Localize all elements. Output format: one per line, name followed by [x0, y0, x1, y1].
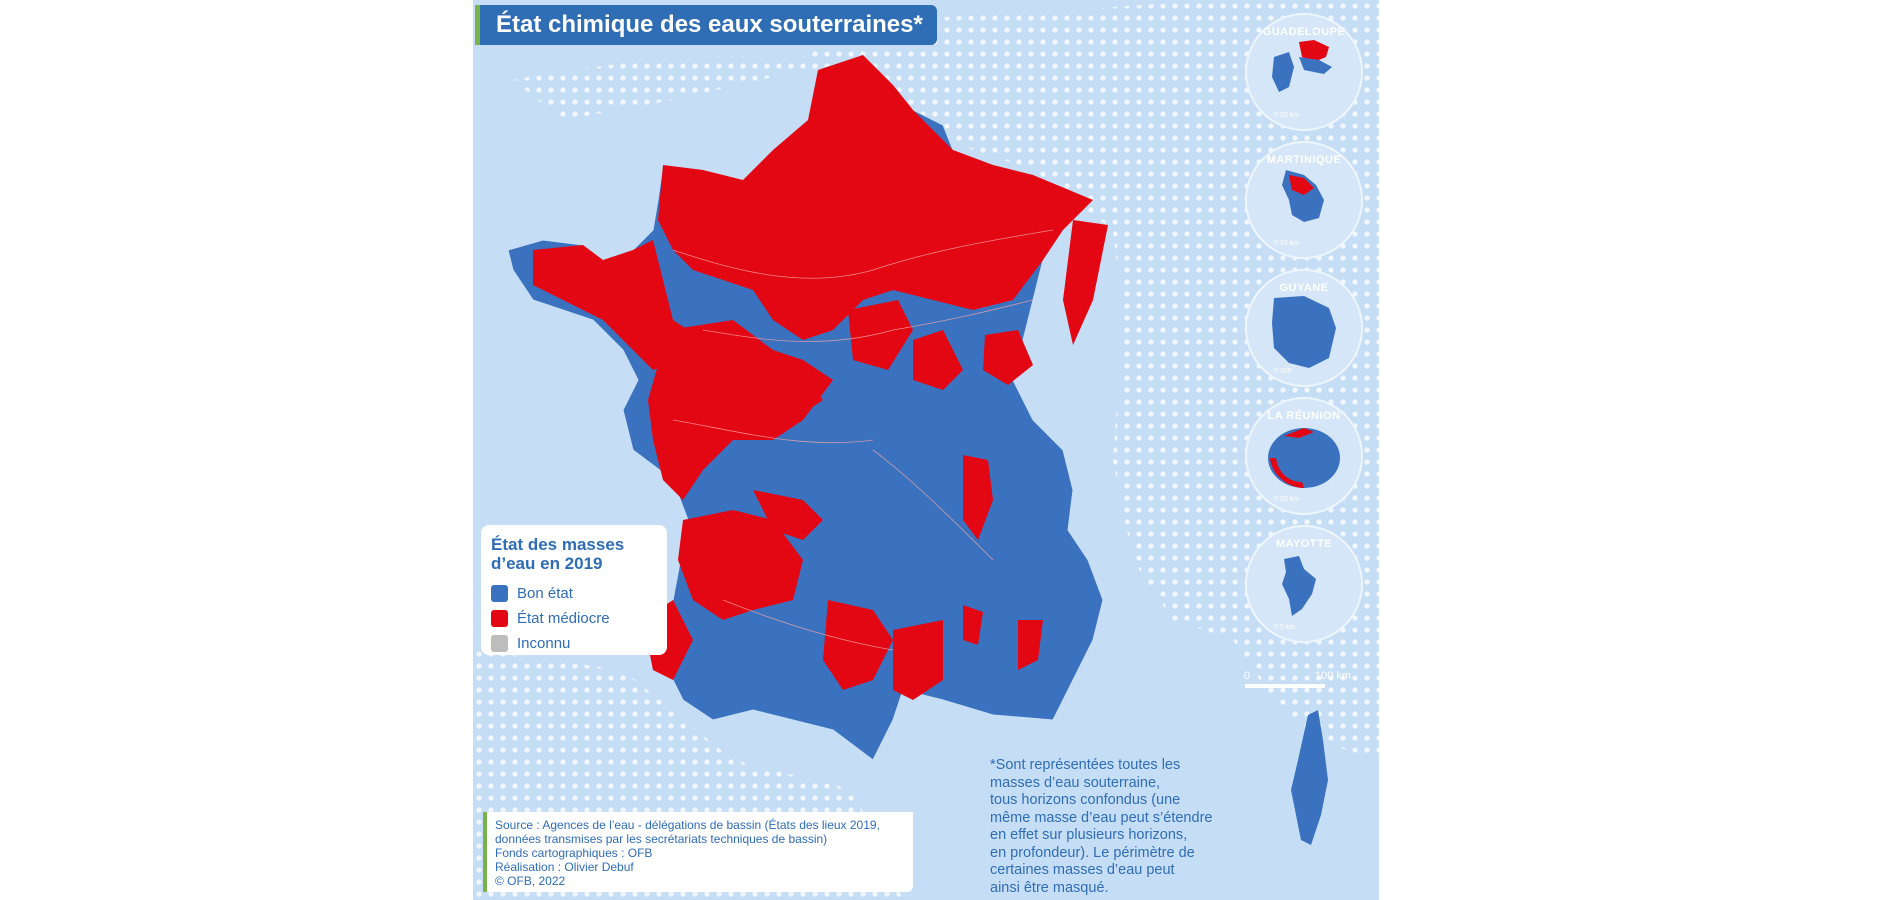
boundaries: [672, 229, 1054, 651]
source-line: Fonds cartographiques : OFB: [495, 846, 653, 860]
footnote-line: masses d’eau souterraine,: [990, 774, 1161, 791]
map-panel: État chimique des eaux souterraines* GUA…: [473, 0, 1379, 900]
inset-name: MAYOTTE: [1275, 538, 1333, 550]
overseas-insets: GUADELOUPE 0 20 km MARTINIQUE 0 10 km GU…: [1244, 12, 1374, 644]
neighbour-land-north: [513, 0, 1379, 250]
legend-title-line: État des masses: [491, 535, 625, 554]
inset-guadeloupe: GUADELOUPE 0 20 km: [1244, 12, 1364, 132]
inset-name: GUYANE: [1279, 282, 1329, 294]
inset-mayotte: MAYOTTE 0 5 km: [1244, 524, 1364, 644]
footnote-line: en profondeur). Le périmètre de: [990, 844, 1195, 861]
source-line: © OFB, 2022: [495, 874, 566, 888]
legend-swatch: [491, 585, 508, 602]
footnote-line: tous horizons confondus (une: [990, 792, 1181, 808]
legend-item-unknown: Inconnu: [491, 631, 657, 656]
inset-martinique: MARTINIQUE 0 10 km: [1244, 140, 1364, 260]
inset-guyane: GUYANE 0 100: [1244, 268, 1364, 388]
legend-item-good: Bon état: [491, 581, 657, 606]
inset-scale: 0 20 km: [1274, 496, 1299, 503]
inset-scale: 0 10 km: [1274, 240, 1299, 247]
inset-scale: 0 20 km: [1274, 112, 1299, 119]
legend-swatch: [491, 635, 508, 652]
legend: État des masses d’eau en 2019 Bon état É…: [481, 525, 667, 655]
map-title: État chimique des eaux souterraines*: [475, 5, 937, 45]
legend-label: État médiocre: [517, 610, 610, 627]
footnote-line: certaines masses d’eau peut: [990, 862, 1175, 878]
inset-scale: 0 5 km: [1274, 624, 1296, 631]
legend-label: Inconnu: [517, 635, 571, 652]
legend-item-poor: État médiocre: [491, 606, 657, 631]
footnote-line: ainsi être masqué.: [990, 879, 1109, 896]
footnote-line: même masse d’eau peut s’étendre: [990, 809, 1213, 826]
legend-label: Bon état: [517, 585, 573, 602]
poor-status-zones: [533, 55, 1108, 700]
inset-name: MARTINIQUE: [1266, 154, 1342, 166]
source-line: Réalisation : Olivier Debuf: [495, 860, 634, 874]
corsica: [1291, 710, 1328, 845]
scale-zero: 0: [1244, 670, 1251, 682]
legend-title: État des masses d’eau en 2019: [491, 535, 657, 573]
inset-name: LA RÉUNION: [1267, 410, 1341, 422]
legend-title-line: d’eau en 2019: [491, 554, 603, 573]
source-line: données transmises par les secrétariats …: [495, 832, 828, 846]
inset-scale: 0 100: [1274, 368, 1292, 375]
scale-bar-line: [1245, 684, 1325, 688]
legend-swatch: [491, 610, 508, 627]
footnote-line: en effet sur plusieurs horizons,: [990, 827, 1188, 843]
scale-label: 100 km: [1315, 670, 1352, 682]
footnote-line: *Sont représentées toutes les: [990, 757, 1181, 773]
inset-name: GUADELOUPE: [1262, 26, 1346, 38]
scale-bar: 0 100 km: [1244, 668, 1365, 698]
map-title-text: État chimique des eaux souterraines*: [496, 11, 923, 38]
source-line: Source : Agences de l’eau - délégations …: [495, 818, 880, 832]
inset-la-reunion: LA RÉUNION 0 20 km: [1244, 396, 1364, 516]
source-box: Source : Agences de l’eau - délégations …: [483, 812, 913, 892]
footnote: *Sont représentées toutes les masses d’e…: [990, 757, 1230, 897]
